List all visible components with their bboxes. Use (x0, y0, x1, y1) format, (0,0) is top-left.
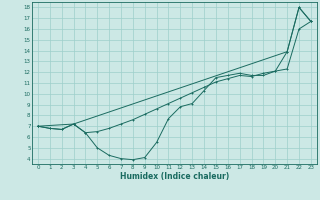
X-axis label: Humidex (Indice chaleur): Humidex (Indice chaleur) (120, 172, 229, 181)
